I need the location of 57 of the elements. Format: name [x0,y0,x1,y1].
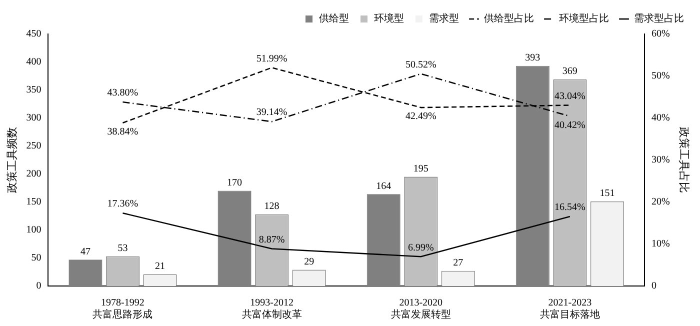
data-label: 47 [80,246,90,258]
data-label: 42.49% [405,111,436,122]
x-tick-label: 1993-2012 共富体制改革 [242,298,302,321]
y2-tick-label: 60% [651,28,670,40]
x-tick-label: 1978-1992 共富思路形成 [92,298,153,321]
y-tick-label: 200 [26,168,42,180]
y2-tick-label: 30% [651,154,670,166]
legend-label: 环境型 [374,12,404,25]
data-label: 17.36% [107,198,138,210]
y-axis-title: 政策工具频数 [6,127,18,193]
bar [218,190,252,286]
data-label: 128 [264,200,280,212]
data-label: 27 [453,258,464,269]
data-label: 40.42% [554,120,586,131]
data-label: 195 [413,163,428,174]
data-label: 164 [376,180,392,192]
data-label: 369 [562,66,578,77]
legend-label: 需求型 [429,12,459,25]
data-label: 39.14% [256,107,288,118]
x-tick-label: 2021-2023 共富目标落地 [540,298,600,321]
legend-label: 供给型占比 [484,12,534,25]
bar [366,194,400,286]
y-tick-label: 300 [26,112,42,124]
y-tick-label: 250 [26,140,42,152]
data-label: 53 [118,242,128,254]
legend-label: 需求型占比 [634,12,684,25]
data-label: 170 [227,177,242,188]
data-label: 38.84% [107,126,138,138]
y-tick-label: 150 [26,196,42,208]
y2-tick-label: 0 [651,280,656,292]
legend-label: 供给型 [319,12,349,25]
bar [68,260,102,286]
y-tick-label: 450 [26,28,42,40]
data-label: 16.54% [554,202,586,214]
y-tick-label: 350 [26,84,42,96]
x-tick-label: 2013-2020 共富发展转型 [390,298,451,321]
y-tick-label: 0 [36,280,42,292]
data-label: 8.87% [258,234,285,246]
data-label: 51.99% [256,53,288,64]
data-label: 21 [155,260,165,272]
y2-tick-label: 40% [651,112,670,124]
bar [516,66,550,286]
y2-tick-label: 10% [651,238,670,250]
y2-axis-title: 政策工具占比 [678,127,691,193]
data-label: 393 [525,52,540,64]
y2-tick-label: 50% [651,70,670,82]
data-label: 151 [600,188,615,200]
y2-tick-label: 20% [651,196,670,208]
data-label: 6.99% [408,242,434,254]
y-tick-label: 400 [26,56,42,68]
legend-label: 环境型占比 [559,12,609,25]
data-label: 50.52% [405,59,436,70]
data-label: 29 [304,256,314,268]
y-tick-label: 100 [26,224,42,236]
data-label: 43.04% [554,90,586,102]
data-label: 43.80% [107,88,138,99]
y-tick-label: 50 [31,252,42,264]
